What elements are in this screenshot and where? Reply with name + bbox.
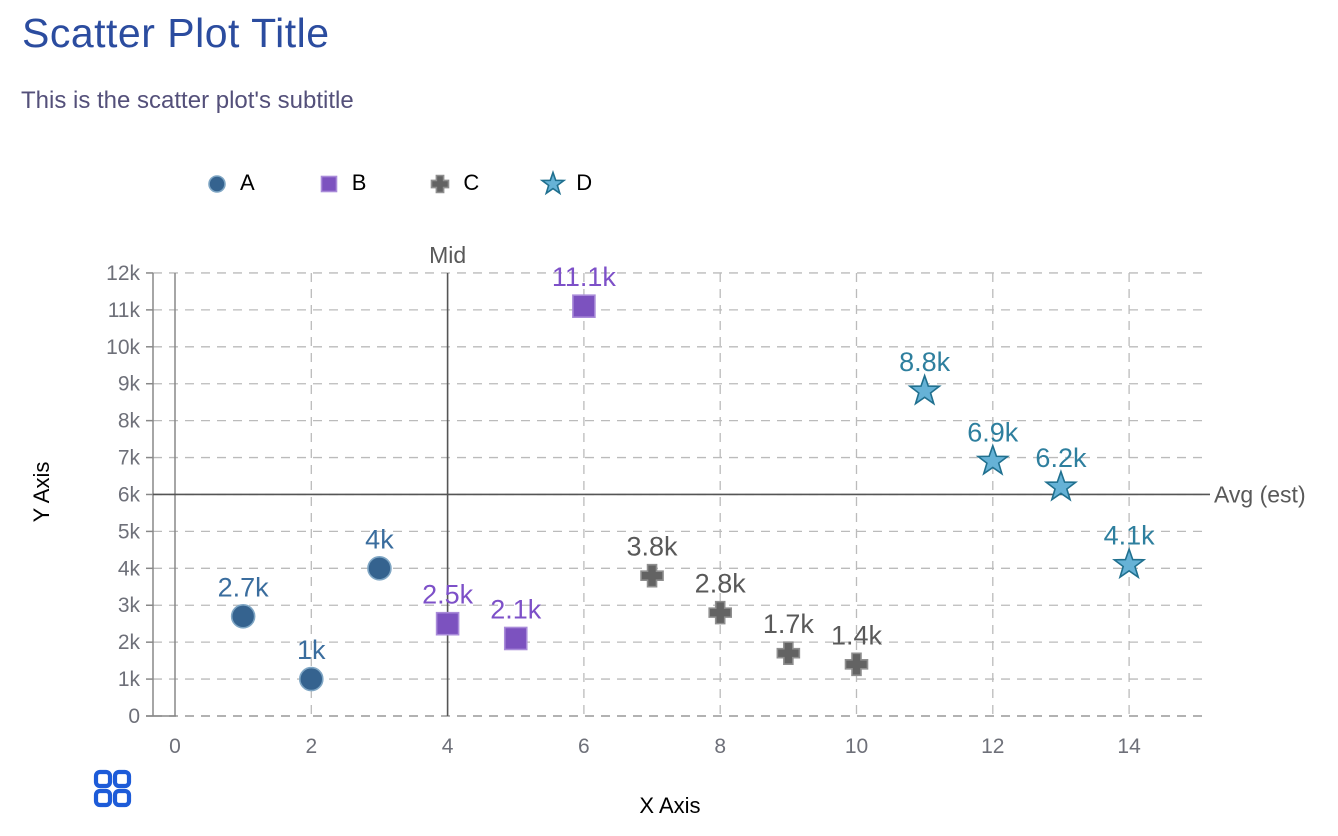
data-point-label: 1.7k <box>763 609 815 639</box>
data-point-label: 1.4k <box>831 620 883 650</box>
x-tick-label: 12 <box>981 735 1004 758</box>
y-tick-label: 5k <box>118 520 141 543</box>
data-point-symbol <box>298 666 324 692</box>
series-D: 8.8k 6.9k 6.2k 4.1k <box>899 347 1156 580</box>
data-point-symbol <box>1112 546 1147 580</box>
data-point-symbol <box>435 611 460 636</box>
legend-item-C[interactable]: C <box>426 169 479 197</box>
y-tick-label: 0 <box>128 705 140 728</box>
legend-label: B <box>351 170 367 195</box>
data-point[interactable]: 2.5k <box>422 580 474 636</box>
data-point[interactable]: 3.8k <box>627 532 679 588</box>
x-axis-title: X Axis <box>639 793 700 818</box>
data-point-symbol <box>975 443 1010 476</box>
grid-2x2-icon <box>93 769 132 808</box>
data-point[interactable]: 8.8k <box>899 347 951 406</box>
data-point[interactable]: 4.1k <box>1104 521 1156 580</box>
data-point-symbol <box>503 626 528 651</box>
data-point-label: 6.2k <box>1035 443 1087 473</box>
legend-marker-square-icon <box>320 175 337 193</box>
y-axis-title: Y Axis <box>29 462 54 523</box>
data-point-label: 8.8k <box>899 347 951 377</box>
page-subtitle: This is the scatter plot's subtitle <box>21 87 354 114</box>
data-point-symbol <box>320 175 337 193</box>
legend-label: C <box>463 170 480 195</box>
data-point-symbol <box>208 175 226 193</box>
series-A: 2.7k 1k 4k <box>218 524 394 692</box>
x-tick-label: 2 <box>305 735 317 758</box>
data-point[interactable]: 1.4k <box>831 620 883 677</box>
y-tick-label: 4k <box>118 557 141 580</box>
y-tick-label: 11k <box>108 299 141 322</box>
y-tick-label: 1k <box>118 668 141 691</box>
data-point[interactable]: 1.7k <box>763 609 815 666</box>
data-point-symbol <box>367 556 392 581</box>
data-point[interactable]: 6.9k <box>967 417 1019 476</box>
y-tick-label: 3k <box>118 594 141 617</box>
data-point-label: 2.1k <box>490 594 542 624</box>
markline-label-mid: Mid <box>429 242 466 268</box>
y-tick-label: 12k <box>106 262 140 285</box>
x-tick-label: 14 <box>1117 735 1141 758</box>
data-point-label: 6.9k <box>967 417 1019 447</box>
legend-marker-circle-icon <box>208 175 226 193</box>
legend-item-B[interactable]: B <box>315 169 367 197</box>
data-point-symbol <box>844 652 869 677</box>
y-tick-label: 10k <box>106 336 140 359</box>
x-tick-label: 10 <box>845 735 868 758</box>
y-tick-label: 6k <box>118 483 141 506</box>
x-tick-label: 4 <box>442 735 454 758</box>
data-point[interactable]: 4k <box>365 524 394 581</box>
data-point[interactable]: 2.7k <box>218 572 270 629</box>
data-point-symbol <box>1043 469 1079 502</box>
x-tick-label: 6 <box>578 735 590 758</box>
page-title: Scatter Plot Title <box>22 10 330 56</box>
y-tick-label: 7k <box>118 447 141 470</box>
data-point[interactable]: 11.1k <box>552 262 617 318</box>
data-point-symbol <box>572 294 596 318</box>
y-tick-label: 9k <box>118 373 141 396</box>
toolbox-grid-icon[interactable] <box>92 768 132 808</box>
data-point[interactable]: 2.1k <box>490 594 542 651</box>
data-point[interactable]: 1k <box>297 635 326 692</box>
data-point[interactable]: 2.8k <box>695 569 747 625</box>
data-point-symbol <box>640 563 664 588</box>
series-B: 2.5k 2.1k 11.1k <box>422 262 617 651</box>
data-point-symbol <box>708 600 732 625</box>
x-tick-label: 8 <box>714 735 726 758</box>
data-point-label: 2.5k <box>422 580 474 610</box>
data-point-symbol <box>907 373 942 406</box>
legend-marker-cross-icon <box>431 174 450 194</box>
data-point-symbol <box>230 604 256 629</box>
legend-marker-star-icon <box>540 170 567 196</box>
markline-label-avg: Avg (est) <box>1214 481 1306 507</box>
data-point-symbol <box>540 170 567 196</box>
data-point-symbol <box>776 641 801 666</box>
x-tick-label: 0 <box>169 735 181 758</box>
legend-label: D <box>576 170 593 195</box>
legend-label: A <box>240 170 255 195</box>
data-point[interactable]: 6.2k <box>1035 443 1087 502</box>
data-point-symbol <box>431 174 450 194</box>
series-C: 3.8k 2.8k 1.7k 1.4k <box>627 532 883 677</box>
legend-item-A[interactable]: A <box>203 169 255 197</box>
data-point-label: 4.1k <box>1104 521 1156 551</box>
legend: A B C D <box>203 167 652 199</box>
data-point-label: 4k <box>365 524 394 554</box>
y-tick-label: 8k <box>118 410 141 433</box>
data-point-label: 3.8k <box>627 532 679 562</box>
data-point-label: 2.8k <box>695 569 747 599</box>
y-tick-label: 2k <box>118 631 141 654</box>
data-point-label: 11.1k <box>552 262 617 292</box>
data-point-label: 1k <box>297 635 326 665</box>
data-point-label: 2.7k <box>218 572 270 602</box>
legend-item-D[interactable]: D <box>539 169 592 197</box>
